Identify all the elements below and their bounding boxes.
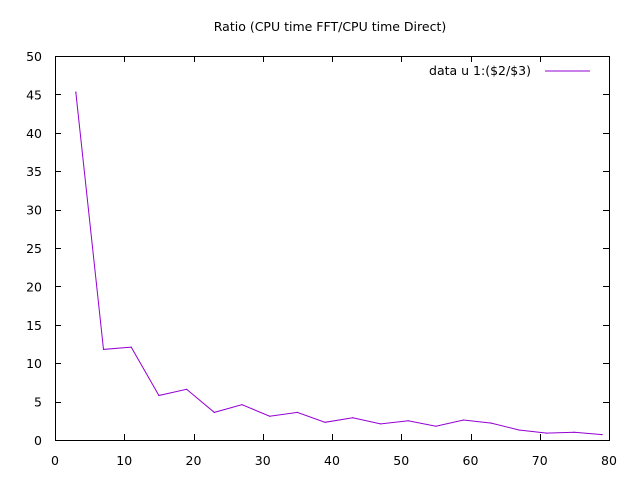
x-tick-label: 40: [324, 453, 340, 468]
y-tick-label: 50: [26, 49, 42, 64]
data-point: [462, 419, 465, 421]
data-point: [601, 434, 603, 436]
data-point: [296, 411, 298, 413]
y-tick-label: 25: [26, 241, 42, 256]
data-point: [352, 417, 354, 419]
x-tick-label: 60: [463, 453, 479, 468]
series-line: [75, 92, 603, 436]
x-tick-label: 50: [393, 453, 409, 468]
data-point: [379, 423, 382, 425]
y-tick-label: 30: [26, 203, 42, 218]
y-tick-label: 0: [34, 433, 42, 448]
x-tick-label: 10: [116, 453, 132, 468]
y-tick-label: 5: [34, 395, 42, 410]
axis-ticks: 0 10 20 30 40 50 60 70 80 0 5 10 15 20 25 30 35 40 45 50: [26, 49, 617, 468]
data-point: [269, 415, 271, 417]
x-tick-label: 70: [532, 453, 548, 468]
chart-title: Ratio (CPU time FFT/CPU time Direct): [214, 19, 446, 34]
data-point: [185, 388, 188, 390]
data-point: [490, 422, 492, 424]
data-point: [241, 404, 243, 406]
y-tick-label: 10: [26, 356, 42, 371]
plot-frame: [55, 56, 610, 441]
data-point: [102, 348, 105, 350]
data-point: [75, 91, 77, 93]
data-point: [158, 394, 160, 397]
data-point: [213, 411, 215, 413]
series-layer: [75, 91, 603, 436]
y-tick-label: 15: [26, 318, 42, 333]
y-tick-label: 20: [26, 279, 42, 294]
data-point: [130, 346, 132, 348]
y-tick-label: 40: [26, 126, 42, 141]
x-tick-label: 30: [255, 453, 271, 468]
y-tick-label: 45: [26, 87, 42, 102]
data-point: [407, 420, 409, 422]
data-point: [324, 421, 326, 423]
data-point: [546, 432, 548, 434]
legend: data u 1:($2/$3): [429, 63, 590, 78]
x-tick-label: 0: [51, 453, 59, 468]
y-tick-label: 35: [26, 164, 42, 179]
data-point: [518, 429, 520, 431]
data-point: [435, 425, 437, 427]
legend-label: data u 1:($2/$3): [429, 63, 531, 78]
data-point: [573, 431, 575, 433]
x-tick-label: 80: [601, 453, 617, 468]
x-tick-label: 20: [186, 453, 202, 468]
